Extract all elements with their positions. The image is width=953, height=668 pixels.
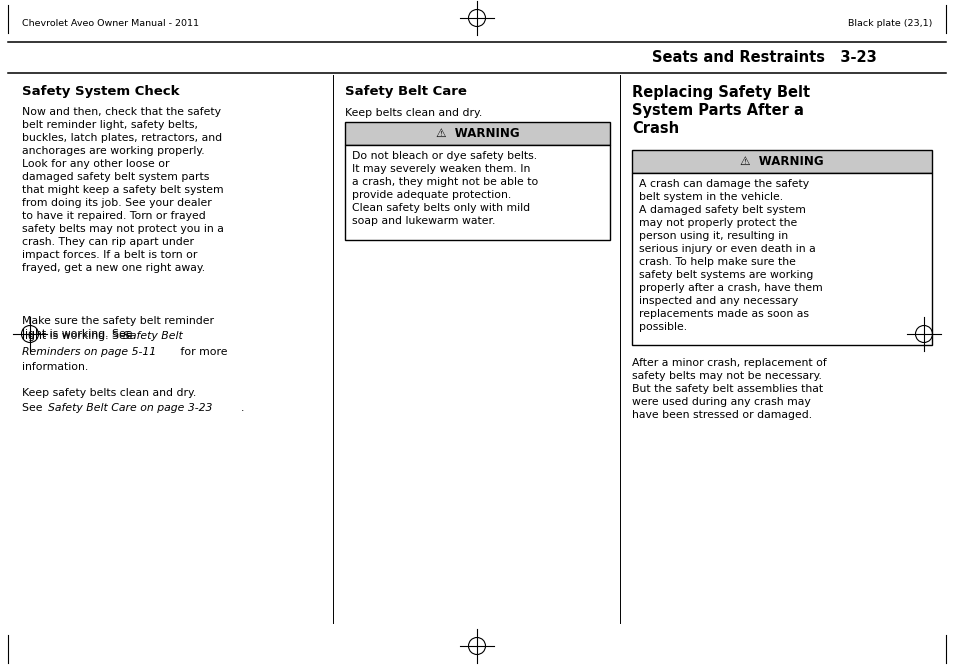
Bar xyxy=(345,122,609,145)
Text: ⚠  WARNING: ⚠ WARNING xyxy=(740,155,823,168)
Text: for more: for more xyxy=(177,347,227,357)
Text: Safety Belt Care on page 3-23: Safety Belt Care on page 3-23 xyxy=(49,403,213,413)
Text: Safety Belt: Safety Belt xyxy=(123,331,183,341)
Text: After a minor crash, replacement of
safety belts may not be necessary.
But the s: After a minor crash, replacement of safe… xyxy=(631,358,826,420)
Bar xyxy=(631,173,931,345)
Text: Black plate (23,1): Black plate (23,1) xyxy=(846,19,931,29)
Text: A crash can damage the safety
belt system in the vehicle.
A damaged safety belt : A crash can damage the safety belt syste… xyxy=(639,179,821,333)
Text: information.: information. xyxy=(22,363,89,373)
Text: Make sure the safety belt reminder
light is working. See: Make sure the safety belt reminder light… xyxy=(22,316,213,339)
Text: Safety System Check: Safety System Check xyxy=(22,85,179,98)
Bar xyxy=(345,145,609,240)
Text: Replacing Safety Belt
System Parts After a
Crash: Replacing Safety Belt System Parts After… xyxy=(631,85,809,136)
Text: Chevrolet Aveo Owner Manual - 2011: Chevrolet Aveo Owner Manual - 2011 xyxy=(22,19,199,29)
Text: Now and then, check that the safety
belt reminder light, safety belts,
buckles, : Now and then, check that the safety belt… xyxy=(22,107,224,273)
Text: Do not bleach or dye safety belts.
It may severely weaken them. In
a crash, they: Do not bleach or dye safety belts. It ma… xyxy=(352,151,537,226)
Text: See: See xyxy=(22,403,46,413)
Bar xyxy=(631,150,931,173)
Text: light is working. See: light is working. See xyxy=(22,331,136,341)
Text: .: . xyxy=(240,403,244,413)
Text: Safety Belt Care: Safety Belt Care xyxy=(345,85,466,98)
Text: ⚠  WARNING: ⚠ WARNING xyxy=(436,127,518,140)
Text: Keep belts clean and dry.: Keep belts clean and dry. xyxy=(345,108,482,118)
Text: Keep safety belts clean and dry.: Keep safety belts clean and dry. xyxy=(22,388,196,398)
Text: Reminders on page 5-11: Reminders on page 5-11 xyxy=(22,347,156,357)
Text: Seats and Restraints   3-23: Seats and Restraints 3-23 xyxy=(652,51,876,65)
